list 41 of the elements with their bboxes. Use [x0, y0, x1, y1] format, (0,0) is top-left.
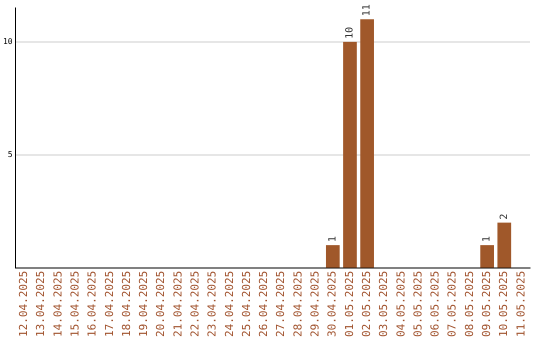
x-tick-label: 27.04.2025 [274, 270, 288, 338]
x-tick-label: 06.05.2025 [428, 270, 442, 338]
x-tick-label: 28.04.2025 [291, 270, 304, 338]
data-label: 11 [362, 4, 373, 16]
data-label: 1 [327, 236, 338, 242]
x-tick-label: 05.05.2025 [411, 270, 424, 338]
x-tick-label: 20.04.2025 [154, 270, 168, 338]
x-tick-label: 16.04.2025 [86, 270, 99, 338]
x-tick-label: 19.04.2025 [137, 270, 150, 338]
x-tick-label: 21.04.2025 [171, 270, 184, 338]
x-tick-label: 09.05.2025 [480, 270, 493, 338]
bar [360, 19, 374, 268]
bar [326, 245, 340, 268]
x-tick-label: 13.04.2025 [34, 270, 48, 338]
x-tick-label: 01.05.2025 [342, 270, 356, 338]
bar [497, 222, 512, 268]
bar [480, 245, 494, 268]
x-tick-label: 02.05.2025 [360, 270, 373, 338]
x-tick-label: 25.04.2025 [240, 270, 253, 338]
data-label: 1 [482, 236, 493, 242]
x-tick-label: 29.04.2025 [308, 270, 322, 338]
data-label: 2 [498, 214, 510, 220]
x-tick-label: 10.05.2025 [497, 270, 510, 338]
x-tick-label: 26.04.2025 [257, 270, 270, 338]
x-tick-label: 03.05.2025 [377, 270, 390, 338]
x-tick-label: 18.04.2025 [120, 270, 133, 338]
y-tick-label: 5 [8, 150, 13, 159]
x-tick-label: 23.04.2025 [206, 270, 219, 338]
x-tick-label: 30.04.2025 [326, 270, 339, 338]
x-tick-label: 14.04.2025 [51, 270, 64, 338]
x-tick-label: 11.05.2025 [514, 270, 528, 338]
x-tick-label: 17.04.2025 [102, 270, 116, 338]
x-tick-label: 22.04.2025 [188, 270, 202, 338]
x-tick-label: 04.05.2025 [394, 270, 408, 338]
x-tick-label: 12.04.2025 [17, 270, 30, 338]
x-tick-label: 24.04.2025 [222, 270, 236, 338]
x-tick-label: 15.04.2025 [68, 270, 82, 338]
bar [343, 42, 357, 268]
data-label: 10 [344, 26, 356, 39]
x-tick-label: 07.05.2025 [446, 270, 459, 338]
x-tick-label: 08.05.2025 [462, 270, 476, 338]
